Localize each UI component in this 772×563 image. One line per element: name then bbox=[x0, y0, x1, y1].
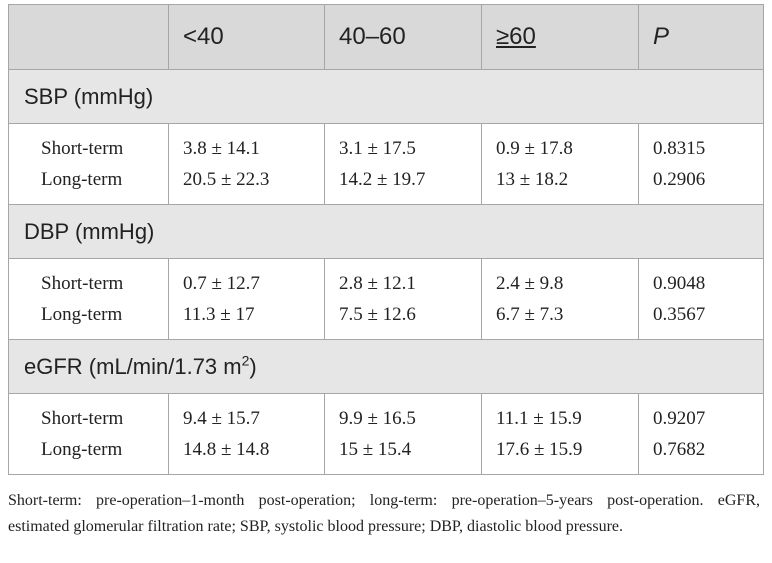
table-cell: 17.6 ± 15.9 bbox=[496, 439, 583, 460]
cell-40-60: 9.9 ± 16.5 15 ± 15.4 bbox=[324, 393, 482, 475]
table-cell: 9.4 ± 15.7 bbox=[183, 408, 260, 429]
cell-under-40: 3.8 ± 14.1 20.5 ± 22.3 bbox=[168, 123, 325, 205]
cell-40-60: 2.8 ± 12.1 7.5 ± 12.6 bbox=[324, 258, 482, 340]
table-cell: 11.1 ± 15.9 bbox=[496, 408, 582, 429]
row-labels: Short-term Long-term bbox=[8, 123, 169, 205]
row-label: Short-term bbox=[41, 273, 124, 294]
table-cell: 0.9 ± 17.8 bbox=[496, 138, 573, 159]
table-cell: 0.9207 bbox=[653, 408, 706, 429]
table-cell: 14.2 ± 19.7 bbox=[339, 169, 426, 190]
cell-40-60: 3.1 ± 17.5 14.2 ± 19.7 bbox=[324, 123, 482, 205]
header-40-60: 40–60 bbox=[324, 4, 482, 70]
cell-under-40: 0.7 ± 12.7 11.3 ± 17 bbox=[168, 258, 325, 340]
table-cell: 6.7 ± 7.3 bbox=[496, 304, 564, 325]
section-title: SBP (mmHg) bbox=[8, 69, 764, 124]
header-60-plus: ≥60 bbox=[481, 4, 639, 70]
table-cell: 3.1 ± 17.5 bbox=[339, 138, 416, 159]
cell-60-plus: 2.4 ± 9.8 6.7 ± 7.3 bbox=[481, 258, 639, 340]
row-label: Long-term bbox=[41, 304, 123, 325]
cell-60-plus: 0.9 ± 17.8 13 ± 18.2 bbox=[481, 123, 639, 205]
results-table: <40 40–60 ≥60 P SBP (mmHg) Short-term Lo… bbox=[8, 4, 764, 475]
table-cell: 14.8 ± 14.8 bbox=[183, 439, 270, 460]
data-row-dbp: Short-term Long-term 0.7 ± 12.7 11.3 ± 1… bbox=[8, 258, 764, 340]
table-cell: 0.3567 bbox=[653, 304, 706, 325]
table-cell: 0.7682 bbox=[653, 439, 706, 460]
table-figure: <40 40–60 ≥60 P SBP (mmHg) Short-term Lo… bbox=[8, 4, 764, 540]
table-cell: 0.9048 bbox=[653, 273, 706, 294]
header-60-plus-label: ≥60 bbox=[496, 23, 536, 50]
table-cell: 15 ± 15.4 bbox=[339, 439, 412, 460]
row-labels: Short-term Long-term bbox=[8, 258, 169, 340]
table-cell: 0.8315 bbox=[653, 138, 706, 159]
section-row-egfr: eGFR (mL/min/1.73 m2) bbox=[8, 339, 764, 394]
section-row-dbp: DBP (mmHg) bbox=[8, 204, 764, 259]
table-footnote: Short-term: pre-operation–1-month post-o… bbox=[8, 492, 760, 535]
header-p-value: P bbox=[638, 4, 764, 70]
cell-p-value: 0.9048 0.3567 bbox=[638, 258, 764, 340]
table-cell: 2.8 ± 12.1 bbox=[339, 273, 416, 294]
table-cell: 7.5 ± 12.6 bbox=[339, 304, 416, 325]
row-labels: Short-term Long-term bbox=[8, 393, 169, 475]
table-cell: 0.2906 bbox=[653, 169, 706, 190]
row-label: Long-term bbox=[41, 439, 123, 460]
table-cell: 20.5 ± 22.3 bbox=[183, 169, 270, 190]
row-label: Long-term bbox=[41, 169, 123, 190]
cell-p-value: 0.8315 0.2906 bbox=[638, 123, 764, 205]
cell-under-40: 9.4 ± 15.7 14.8 ± 14.8 bbox=[168, 393, 325, 475]
cell-60-plus: 11.1 ± 15.9 17.6 ± 15.9 bbox=[481, 393, 639, 475]
data-row-sbp: Short-term Long-term 3.8 ± 14.1 20.5 ± 2… bbox=[8, 123, 764, 205]
cell-p-value: 0.9207 0.7682 bbox=[638, 393, 764, 475]
header-row: <40 40–60 ≥60 P bbox=[8, 4, 764, 70]
table-cell: 0.7 ± 12.7 bbox=[183, 273, 260, 294]
row-label: Short-term bbox=[41, 408, 124, 429]
table-cell: 3.8 ± 14.1 bbox=[183, 138, 260, 159]
section-row-sbp: SBP (mmHg) bbox=[8, 69, 764, 124]
table-cell: 13 ± 18.2 bbox=[496, 169, 569, 190]
data-row-egfr: Short-term Long-term 9.4 ± 15.7 14.8 ± 1… bbox=[8, 393, 764, 475]
table-cell: 2.4 ± 9.8 bbox=[496, 273, 564, 294]
header-empty bbox=[8, 4, 169, 70]
row-label: Short-term bbox=[41, 138, 124, 159]
table-cell: 9.9 ± 16.5 bbox=[339, 408, 416, 429]
section-title: DBP (mmHg) bbox=[8, 204, 764, 259]
section-title: eGFR (mL/min/1.73 m2) bbox=[8, 339, 764, 394]
header-under-40: <40 bbox=[168, 4, 325, 70]
table-cell: 11.3 ± 17 bbox=[183, 304, 255, 325]
